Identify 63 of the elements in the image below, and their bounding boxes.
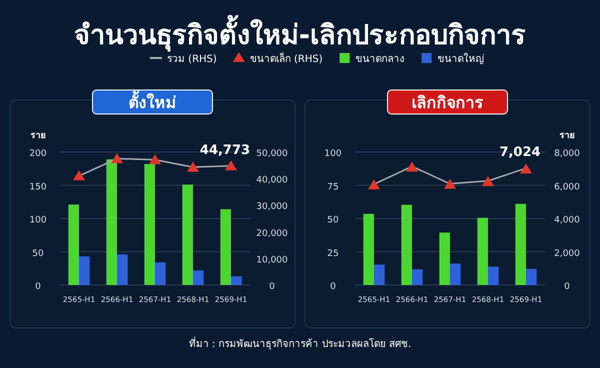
legend-label: ขนาดกลาง xyxy=(356,54,405,65)
y2-tick-label: 6,000 xyxy=(554,182,580,192)
bar xyxy=(106,159,117,285)
y-tick-label: 100 xyxy=(29,216,47,226)
y-tick-label: 50 xyxy=(32,248,44,259)
legend-label: ขนาดใหญ่ xyxy=(438,53,485,65)
y-tick-label: 0 xyxy=(35,282,42,292)
y2-tick-label: 0 xyxy=(564,282,570,292)
point xyxy=(111,153,123,164)
y2-axis-title: ราย xyxy=(560,131,574,141)
bar xyxy=(193,270,204,285)
bar xyxy=(477,218,488,285)
y-tick-label: 50 xyxy=(327,216,339,226)
legend-label: ขนาดเล็ก (RHS) xyxy=(250,51,323,65)
y2-tick-label: 40,000 xyxy=(256,176,288,186)
legend-label: รวม (RHS) xyxy=(167,54,217,65)
point xyxy=(368,179,380,190)
point xyxy=(406,162,418,172)
y-tick-label: 25 xyxy=(327,248,339,259)
bar xyxy=(144,164,155,285)
point xyxy=(520,163,532,174)
bar xyxy=(68,204,79,285)
y2-tick-label: 2,000 xyxy=(554,248,580,259)
y2-tick-label: 50,000 xyxy=(256,149,288,159)
y2-tick-label: 20,000 xyxy=(256,228,288,239)
y2-tick-label: 8,000 xyxy=(554,149,580,159)
y2-tick-label: 10,000 xyxy=(256,255,288,266)
y-axis-title: ราย xyxy=(30,131,46,141)
point xyxy=(149,154,161,164)
point xyxy=(73,170,85,180)
point xyxy=(187,162,199,172)
y2-tick-label: 4,000 xyxy=(554,216,580,226)
y-tick-label: 100 xyxy=(324,149,342,159)
bar xyxy=(412,269,423,285)
point xyxy=(225,160,237,170)
y-tick-label: 150 xyxy=(29,182,47,192)
bar xyxy=(439,232,450,285)
data-label: 44,773 xyxy=(200,142,250,158)
y2-tick-label: 30,000 xyxy=(256,202,288,212)
data-label: 7,024 xyxy=(499,145,541,160)
y-tick-label: 0 xyxy=(330,282,336,292)
bar xyxy=(155,262,166,285)
bar xyxy=(450,264,461,285)
y-tick-label: 75 xyxy=(327,182,339,192)
chart-subtitle: ตั้งใหม่ xyxy=(128,90,176,112)
bar xyxy=(231,276,242,285)
bar xyxy=(117,254,128,285)
chart-title: เลิกกิจการ xyxy=(412,93,484,112)
bar xyxy=(401,204,412,285)
bar xyxy=(220,209,231,285)
point xyxy=(444,178,456,189)
bar xyxy=(79,256,90,285)
y-tick-label: 200 xyxy=(29,149,47,159)
y2-tick-label: 0 xyxy=(269,282,276,292)
bar xyxy=(374,264,385,285)
text: ที่มา : กรมพัฒนาธุรกิจการค้า ประมวลผลโดย สศช. xyxy=(188,336,412,350)
bar xyxy=(182,184,193,285)
bar xyxy=(488,266,499,285)
bar xyxy=(526,268,537,285)
bar xyxy=(363,214,374,285)
bar xyxy=(515,204,526,285)
point xyxy=(482,176,494,186)
chart-title: จำนวนธุรกิจตั้งใหม่-เลิกประกอบกิจการ xyxy=(74,14,526,52)
